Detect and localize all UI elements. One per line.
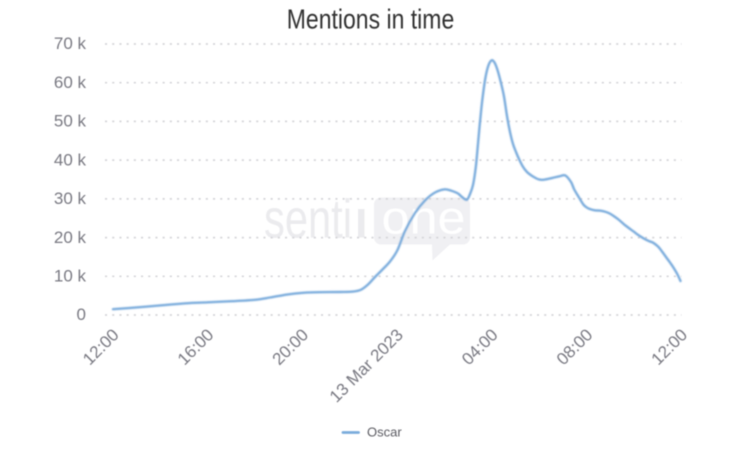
svg-text:10 k: 10 k <box>54 267 87 286</box>
svg-text:0: 0 <box>77 305 86 324</box>
svg-text:Mentions in time: Mentions in time <box>287 4 455 35</box>
svg-text:60 k: 60 k <box>54 73 87 92</box>
svg-text:one: one <box>382 192 466 244</box>
svg-text:Oscar: Oscar <box>367 425 402 440</box>
svg-text:40 k: 40 k <box>54 150 87 169</box>
svg-text:50 k: 50 k <box>54 112 87 131</box>
svg-text:30 k: 30 k <box>54 189 87 208</box>
svg-text:70 k: 70 k <box>54 34 87 53</box>
svg-text:20 k: 20 k <box>54 228 87 247</box>
svg-text:senti: senti <box>264 188 352 250</box>
